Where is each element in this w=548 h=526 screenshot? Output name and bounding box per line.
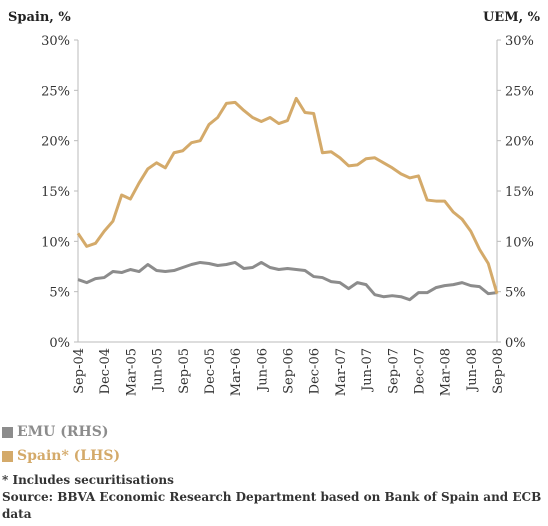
y2-tick-label: 25%: [505, 84, 534, 99]
legend-label: Spain* (LHS): [17, 448, 121, 464]
y2-tick-label: 10%: [505, 235, 534, 250]
x-tick-label: Jun-06: [255, 348, 270, 393]
x-tick-label: Sep-06: [282, 348, 297, 394]
y2-axis-label: UEM, %: [483, 10, 541, 25]
y-tick-label: 5%: [49, 286, 70, 301]
notes: * Includes securitisations Source: BBVA E…: [2, 472, 546, 523]
y-tick-label: 30%: [41, 34, 70, 49]
note: Source: BBVA Economic Research Departmen…: [2, 490, 542, 521]
legend-swatch: [2, 426, 13, 438]
series-line: [76, 96, 499, 295]
legend-item: Spain* (LHS): [2, 444, 120, 468]
x-tick-label: Dec-04: [98, 348, 113, 394]
x-tick-label: Mar-05: [124, 348, 139, 396]
y2-tick-label: 0%: [505, 336, 526, 351]
x-tick-label: Mar-07: [334, 348, 349, 396]
y2-tick-label: 15%: [505, 185, 534, 200]
y-axis-label: Spain, %: [8, 10, 71, 25]
series-line: [77, 260, 498, 302]
x-tick-label: Jun-05: [151, 348, 166, 393]
y-tick-label: 15%: [41, 185, 70, 200]
y-tick-label: 0%: [49, 336, 70, 351]
legend-item: EMU (RHS): [2, 420, 120, 444]
x-tick-label: Sep-07: [386, 348, 401, 394]
x-tick-label: Jun-08: [465, 348, 480, 393]
y-tick-label: 25%: [41, 84, 70, 99]
y2-tick-label: 20%: [505, 135, 534, 150]
note: * Includes securitisations: [2, 473, 174, 487]
x-tick-label: Sep-05: [177, 348, 192, 394]
y-tick-label: 20%: [41, 135, 70, 150]
x-tick-label: Sep-04: [72, 348, 87, 394]
legend-label: EMU (RHS): [17, 424, 109, 440]
x-tick-label: Jun-07: [360, 348, 375, 393]
x-tick-label: Dec-07: [412, 348, 427, 394]
x-tick-label: Sep-08: [491, 348, 506, 394]
x-tick-label: Mar-06: [229, 348, 244, 396]
y-tick-label: 10%: [41, 235, 70, 250]
x-tick-label: Dec-05: [203, 348, 218, 394]
x-tick-label: Mar-08: [439, 348, 454, 396]
y2-tick-label: 5%: [505, 286, 526, 301]
legend-swatch: [2, 450, 13, 462]
chart: Spain, % UEM, % 0% 5% 10% 15% 20% 25% 30% 0% 5% 1…: [8, 10, 541, 396]
x-tick-label: Dec-06: [308, 348, 323, 394]
legend: EMU (RHS) Spain* (LHS): [2, 420, 120, 468]
y2-tick-label: 30%: [505, 34, 534, 49]
